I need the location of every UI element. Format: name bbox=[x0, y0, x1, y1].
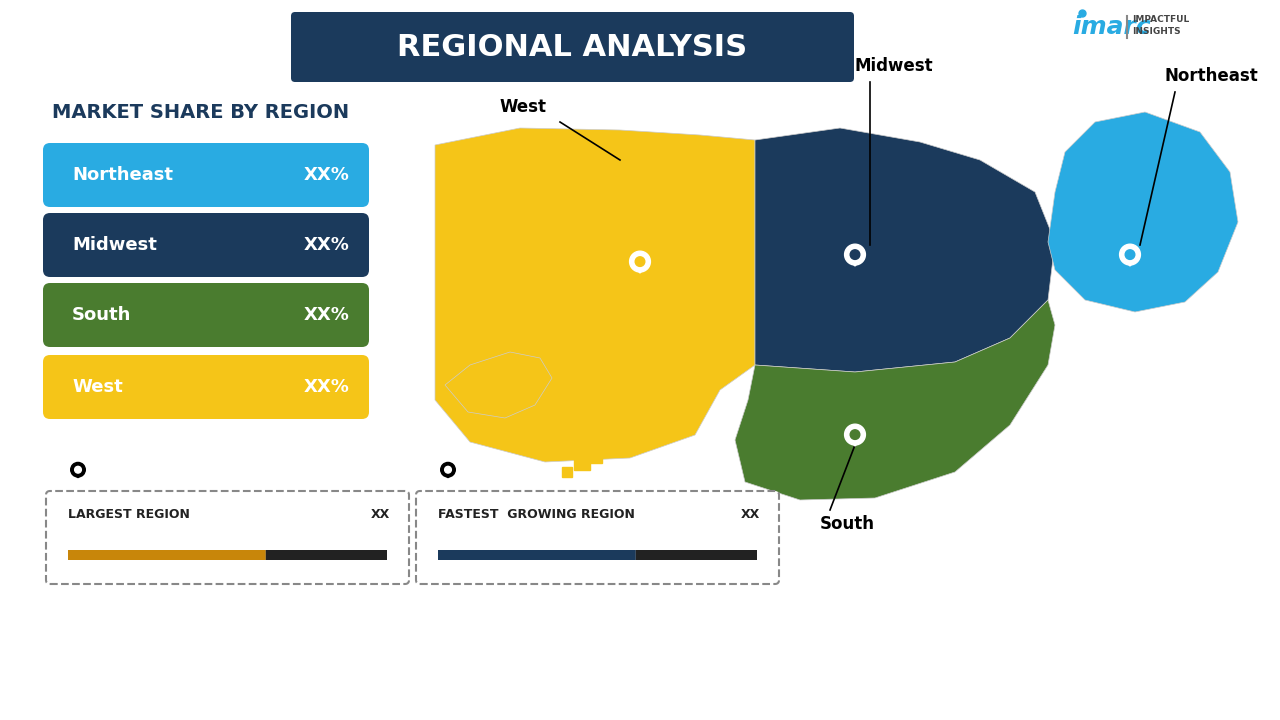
Circle shape bbox=[635, 257, 645, 266]
Text: REGIONAL ANALYSIS: REGIONAL ANALYSIS bbox=[397, 32, 748, 61]
Text: West: West bbox=[500, 98, 547, 116]
Text: XX: XX bbox=[371, 508, 390, 521]
Text: XX%: XX% bbox=[305, 236, 349, 254]
Text: XX%: XX% bbox=[305, 166, 349, 184]
FancyBboxPatch shape bbox=[438, 550, 756, 560]
Circle shape bbox=[850, 430, 860, 439]
Polygon shape bbox=[735, 300, 1055, 500]
FancyBboxPatch shape bbox=[44, 283, 369, 347]
Polygon shape bbox=[70, 469, 86, 477]
Text: imarc: imarc bbox=[1073, 15, 1151, 39]
FancyBboxPatch shape bbox=[46, 491, 410, 584]
Polygon shape bbox=[845, 255, 865, 266]
Text: South: South bbox=[820, 515, 876, 533]
Text: XX%: XX% bbox=[305, 378, 349, 396]
Polygon shape bbox=[845, 435, 865, 446]
Circle shape bbox=[70, 462, 86, 477]
Text: MARKET SHARE BY REGION: MARKET SHARE BY REGION bbox=[52, 102, 349, 122]
FancyBboxPatch shape bbox=[636, 550, 756, 560]
FancyBboxPatch shape bbox=[44, 213, 369, 277]
Circle shape bbox=[845, 244, 865, 265]
FancyBboxPatch shape bbox=[416, 491, 780, 584]
Polygon shape bbox=[445, 352, 552, 418]
Text: Northeast: Northeast bbox=[1165, 67, 1258, 85]
Circle shape bbox=[630, 251, 650, 272]
Text: Midwest: Midwest bbox=[855, 57, 933, 75]
Polygon shape bbox=[440, 469, 456, 477]
FancyBboxPatch shape bbox=[266, 550, 387, 560]
Text: IMPACTFUL: IMPACTFUL bbox=[1132, 16, 1189, 24]
FancyBboxPatch shape bbox=[68, 550, 266, 560]
Text: FASTEST  GROWING REGION: FASTEST GROWING REGION bbox=[438, 508, 635, 521]
FancyBboxPatch shape bbox=[44, 355, 369, 419]
Polygon shape bbox=[630, 261, 650, 273]
Circle shape bbox=[850, 250, 860, 259]
Circle shape bbox=[440, 462, 456, 477]
Circle shape bbox=[1125, 250, 1135, 259]
Circle shape bbox=[74, 467, 82, 473]
Circle shape bbox=[845, 424, 865, 445]
FancyBboxPatch shape bbox=[438, 550, 636, 560]
Text: LARGEST REGION: LARGEST REGION bbox=[68, 508, 189, 521]
Circle shape bbox=[1120, 244, 1140, 265]
Text: XX%: XX% bbox=[305, 306, 349, 324]
Polygon shape bbox=[1120, 255, 1140, 266]
Text: Midwest: Midwest bbox=[72, 236, 157, 254]
Text: XX: XX bbox=[741, 508, 760, 521]
Circle shape bbox=[444, 467, 452, 473]
Text: Northeast: Northeast bbox=[72, 166, 173, 184]
Polygon shape bbox=[1048, 112, 1238, 312]
FancyBboxPatch shape bbox=[291, 12, 854, 82]
FancyBboxPatch shape bbox=[68, 550, 387, 560]
Text: INSIGHTS: INSIGHTS bbox=[1132, 27, 1180, 37]
Polygon shape bbox=[435, 128, 755, 462]
FancyBboxPatch shape bbox=[44, 143, 369, 207]
Polygon shape bbox=[755, 128, 1055, 372]
Text: West: West bbox=[72, 378, 123, 396]
Text: South: South bbox=[72, 306, 132, 324]
